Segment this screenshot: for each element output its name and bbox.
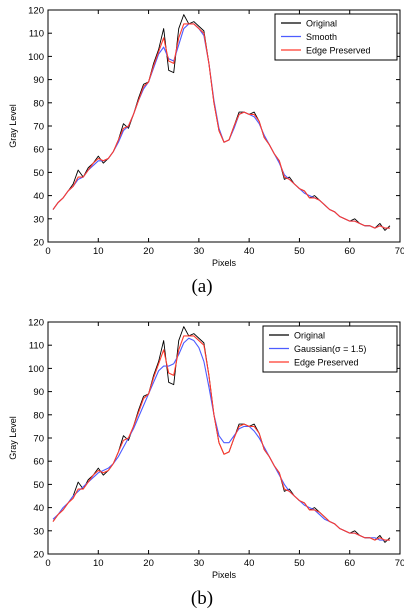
- chart-panel-a: 0 10 20 30 40 50 60 70 20 30 40 50 60 70 80 90 100 110 120…: [0, 0, 404, 270]
- chart-panel-b: 0 10 20 30 40 50 60 70 20 30 40 50 60 70 80 90 100 110 120…: [0, 312, 404, 582]
- caption-b: (b): [190, 588, 214, 609]
- y-tick-label: 50: [33, 480, 44, 491]
- y-tick-label: 70: [33, 434, 44, 445]
- y-tick-label: 50: [33, 168, 44, 179]
- chart-a: 0 10 20 30 40 50 60 70 20 30 40 50 60 70 80 90 100 110 120…: [8, 6, 404, 269]
- y-tick-label: 30: [33, 526, 44, 537]
- x-tick-label: 60: [344, 246, 355, 257]
- legend-label-original: Original: [306, 18, 337, 28]
- x-tick-label: 50: [294, 246, 305, 257]
- x-tick-label: 30: [194, 246, 205, 257]
- legend-label-edge: Edge Preserved: [294, 357, 359, 367]
- y-tick-label: 110: [29, 29, 44, 40]
- x-tick-label: 60: [344, 558, 355, 569]
- x-tick-label: 40: [244, 246, 255, 257]
- y-tick-label: 90: [33, 75, 44, 86]
- x-axis-label: Pixels: [212, 258, 237, 268]
- x-tick-label: 0: [45, 246, 50, 257]
- y-tick-label: 40: [33, 191, 44, 202]
- y-tick-label: 120: [28, 318, 44, 329]
- y-tick-label: 120: [28, 6, 44, 17]
- x-tick-label: 10: [93, 558, 104, 569]
- y-tick-label: 90: [33, 387, 44, 398]
- x-tick-label: 20: [143, 246, 154, 257]
- series-line-edge: [52, 23, 390, 229]
- y-tick-label: 100: [28, 52, 44, 63]
- y-tick-label: 80: [33, 98, 44, 109]
- legend: Original Smooth Edge Preserved: [274, 13, 398, 61]
- y-axis-label: Gray Level: [8, 416, 18, 460]
- x-tick-label: 40: [244, 558, 255, 569]
- y-tick-label: 30: [33, 214, 44, 225]
- x-tick-label: 70: [395, 246, 404, 257]
- x-axis-label: Pixels: [212, 570, 237, 580]
- legend: Original Gaussian(σ = 1.5) Edge Preserved: [262, 325, 398, 373]
- legend-label-smooth: Smooth: [306, 32, 337, 42]
- y-tick-label: 110: [29, 341, 44, 352]
- y-tick-label: 60: [33, 145, 44, 156]
- legend-box: [262, 325, 398, 373]
- y-tick-label: 20: [33, 238, 44, 249]
- x-tick-label: 10: [93, 246, 104, 257]
- y-tick-label: 60: [33, 457, 44, 468]
- chart-b: 0 10 20 30 40 50 60 70 20 30 40 50 60 70 80 90 100 110 120…: [8, 318, 404, 581]
- x-tick-label: 30: [194, 558, 205, 569]
- y-tick-label: 40: [33, 503, 44, 514]
- legend-label-smooth: Gaussian(σ = 1.5): [294, 344, 366, 354]
- x-tick-label: 50: [294, 558, 305, 569]
- y-tick-label: 100: [28, 364, 44, 375]
- legend-label-original: Original: [294, 330, 325, 340]
- legend-label-edge: Edge Preserved: [306, 45, 371, 55]
- x-tick-label: 70: [395, 558, 404, 569]
- series-line-edge: [52, 335, 390, 541]
- y-tick-label: 70: [33, 122, 44, 133]
- x-tick-label: 20: [143, 558, 154, 569]
- y-tick-label: 20: [33, 550, 44, 561]
- y-axis-label: Gray Level: [8, 104, 18, 148]
- x-tick-label: 0: [45, 558, 50, 569]
- y-tick-label: 80: [33, 410, 44, 421]
- caption-a: (a): [191, 276, 213, 297]
